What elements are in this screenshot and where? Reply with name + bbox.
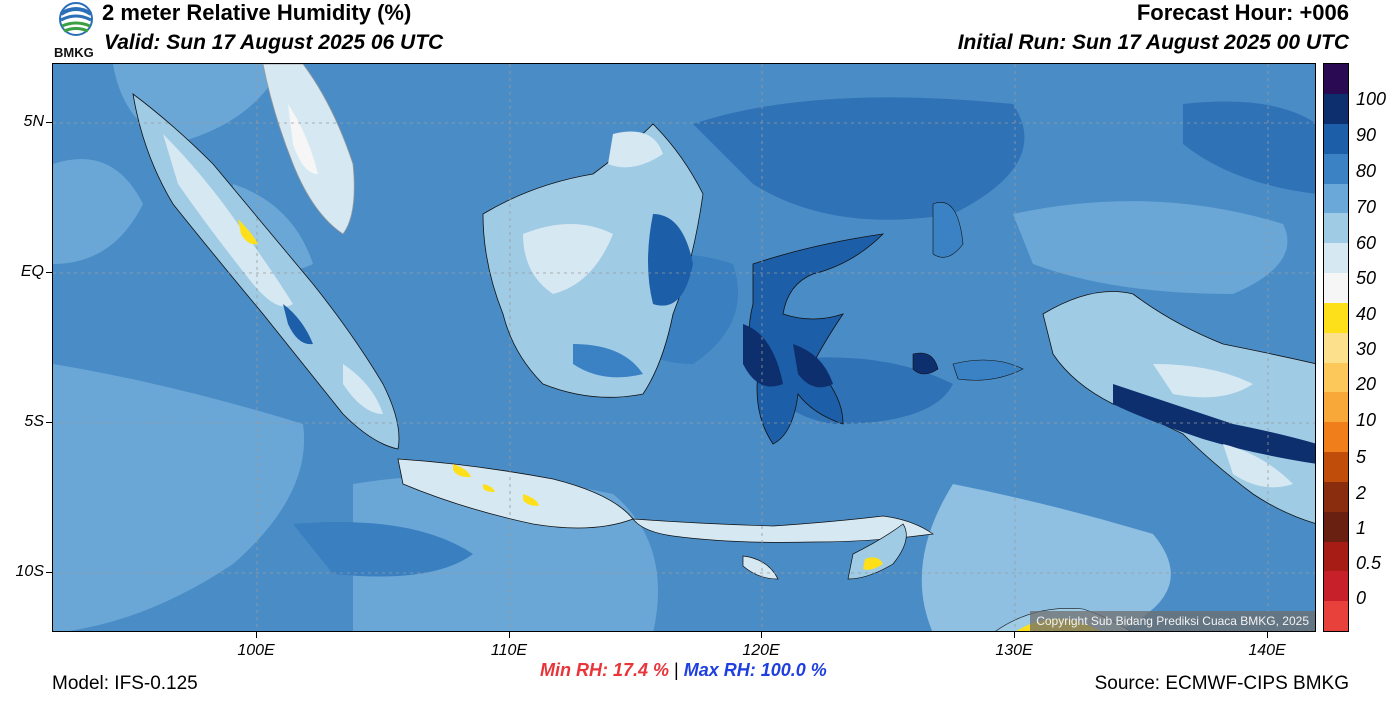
x-tick [256,632,257,638]
colorbar-label-100: 100 [1356,89,1387,109]
source-label: Source: ECMWF-CIPS BMKG [1094,673,1349,694]
colorbar-segment [1324,183,1348,214]
colorbar [1323,63,1349,632]
colorbar-label-0.5: 0.5 [1356,553,1382,573]
colorbar-segment [1324,153,1348,184]
colorbar-segment [1324,272,1348,303]
colorbar-segment [1324,451,1348,482]
bmkg-logo: BMKG [52,2,100,60]
x-tick [1014,632,1015,638]
colorbar-segment [1324,362,1348,393]
colorbar-label-5: 5 [1356,447,1367,467]
colorbar-label-30: 30 [1356,339,1377,359]
colorbar-segment [1324,422,1348,453]
colorbar-segment [1324,93,1348,124]
y-tick [46,422,52,423]
valid-time: Valid: Sun 17 August 2025 06 UTC [104,31,444,54]
y-label-10s: 10S [15,563,44,580]
rh-stats: Min RH: 17.4 % | Max RH: 100.0 % [540,660,827,681]
max-rh: Max RH: 100.0 % [683,660,827,680]
stats-separator: | [674,660,679,680]
colorbar-label-0: 0 [1356,588,1367,608]
colorbar-segment [1324,332,1348,363]
colorbar-label-70: 70 [1356,197,1377,217]
colorbar-segment [1324,481,1348,512]
forecast-hour: Forecast Hour: +006 [1136,0,1349,25]
model-label: Model: IFS-0.125 [52,673,198,694]
y-label-5n: 5N [23,113,44,130]
colorbar-label-2: 2 [1356,483,1367,503]
colorbar-label-50: 50 [1356,268,1377,288]
logo-text: BMKG [54,45,94,60]
colorbar-label-1: 1 [1356,518,1367,538]
colorbar-label-90: 90 [1356,125,1377,145]
colorbar-segment [1324,213,1348,244]
colorbar-segment [1324,601,1348,632]
y-label-eq: EQ [20,263,44,280]
y-tick [46,572,52,573]
x-tick [1267,632,1268,638]
colorbar-label-20: 20 [1356,374,1377,394]
x-label-100e: 100E [237,642,275,659]
y-label-5s: 5S [24,413,44,430]
x-label-130e: 130E [995,642,1033,659]
colorbar-segment [1324,243,1348,274]
chart-title: 2 meter Relative Humidity (%) [102,0,412,25]
colorbar-segment [1324,511,1348,542]
y-tick [46,122,52,123]
x-tick [509,632,510,638]
y-tick [46,272,52,273]
colorbar-segment [1324,541,1348,572]
colorbar-label-80: 80 [1356,161,1377,181]
x-label-110e: 110E [490,642,528,659]
copyright-label: Copyright Sub Bidang Prediksi Cuaca BMKG… [1030,611,1315,631]
x-label-120e: 120E [742,642,780,659]
humidity-map: Copyright Sub Bidang Prediksi Cuaca BMKG… [52,63,1316,632]
min-rh: Min RH: 17.4 % [540,660,670,680]
colorbar-segment [1324,571,1348,602]
map-canvas [53,64,1315,631]
colorbar-label-60: 60 [1356,233,1377,253]
colorbar-label-10: 10 [1356,410,1377,430]
colorbar-segment [1324,64,1348,94]
x-tick [761,632,762,638]
colorbar-segment [1324,302,1348,333]
initial-run: Initial Run: Sun 17 August 2025 00 UTC [957,31,1349,54]
x-label-140e: 140E [1248,642,1286,659]
colorbar-segment [1324,392,1348,423]
colorbar-segment [1324,123,1348,154]
colorbar-label-40: 40 [1356,304,1377,324]
